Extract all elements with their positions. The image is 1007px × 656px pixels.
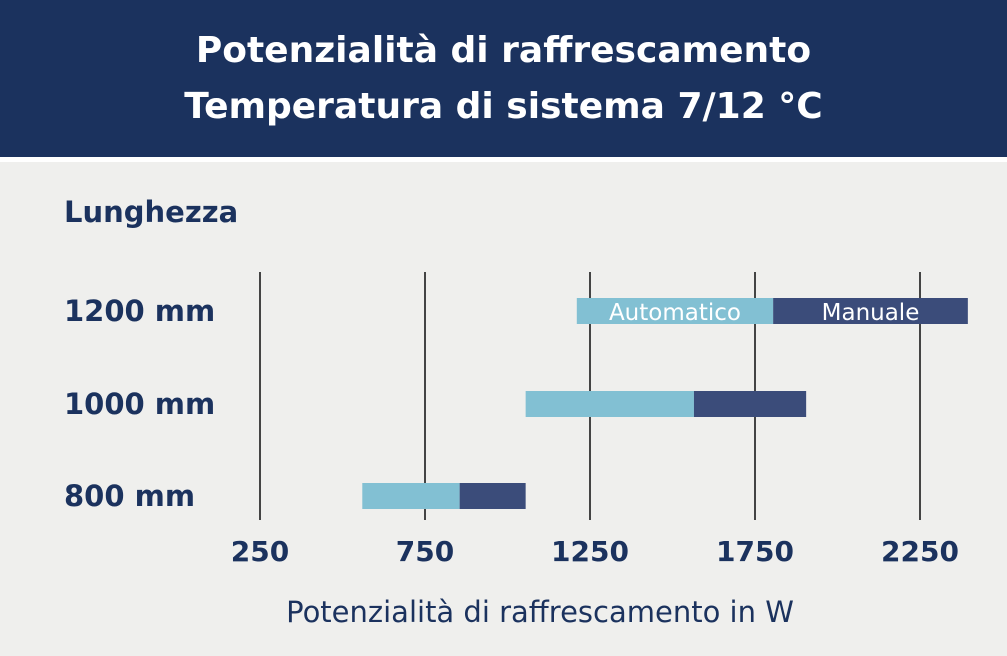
x-tick-label-2250: 2250 bbox=[881, 535, 959, 568]
bar-manuale-1200-mm bbox=[773, 298, 968, 324]
header-divider bbox=[0, 157, 1007, 162]
chart-title-line-2: Temperatura di sistema 7/12 °C bbox=[184, 85, 823, 127]
category-label-1200-mm: 1200 mm bbox=[64, 294, 215, 328]
series-label-automatico: Automatico bbox=[609, 300, 741, 326]
category-label-1000-mm: 1000 mm bbox=[64, 387, 215, 421]
series-label-manuale: Manuale bbox=[822, 300, 920, 326]
y-axis-title: Lunghezza bbox=[64, 195, 238, 229]
chart-title-line-1: Potenzialità di raffrescamento bbox=[195, 29, 812, 71]
bar-automatico-800-mm bbox=[362, 483, 460, 509]
bar-automatico-1000-mm bbox=[525, 391, 694, 417]
category-label-800-mm: 800 mm bbox=[64, 479, 195, 513]
x-tick-label-250: 250 bbox=[231, 535, 289, 568]
x-axis-title: Potenzialità di raffrescamento in W bbox=[286, 595, 794, 629]
bar-manuale-800-mm bbox=[459, 483, 526, 509]
chart-header: Potenzialità di raffrescamento Temperatu… bbox=[0, 0, 1007, 157]
bar-manuale-1000-mm bbox=[693, 391, 807, 417]
x-tick-label-1250: 1250 bbox=[551, 535, 629, 568]
x-tick-label-1750: 1750 bbox=[716, 535, 794, 568]
bar-automatico-1200-mm bbox=[576, 298, 774, 324]
x-tick-label-750: 750 bbox=[396, 535, 454, 568]
